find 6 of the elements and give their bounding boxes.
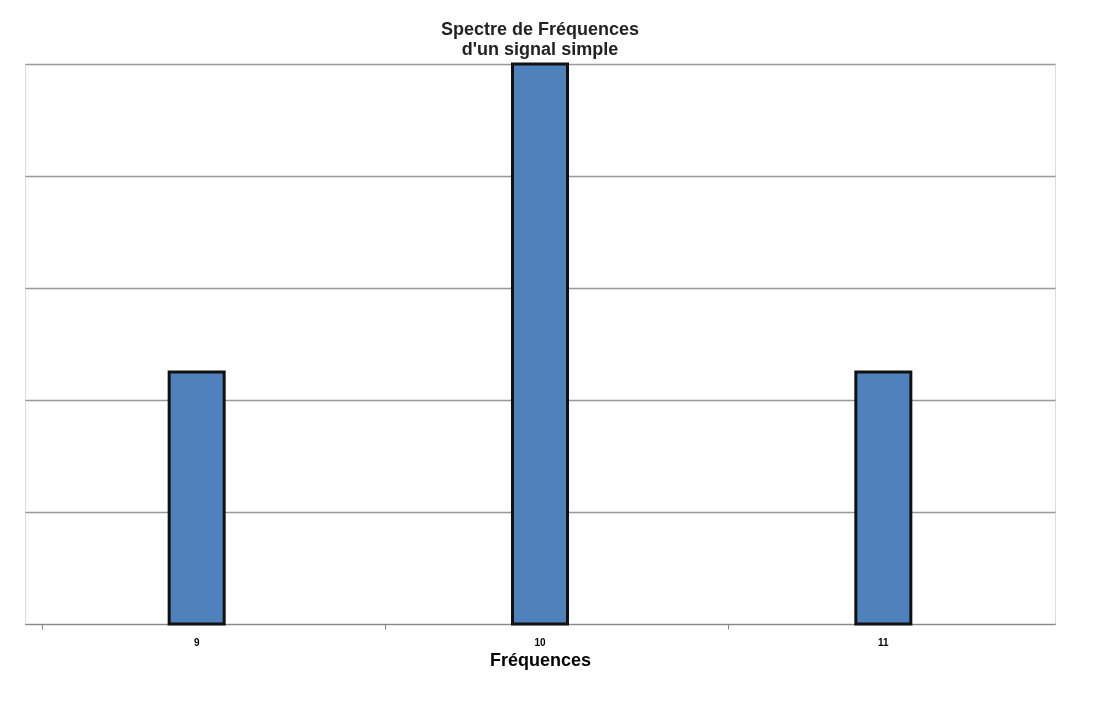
x-tick-label: 11 [878, 636, 890, 648]
x-axis-title: Fréquences [489, 649, 592, 670]
x-tick-label: 10 [534, 636, 546, 648]
text: Spectre de Fréquences [440, 18, 640, 39]
text: d'un signal simple [461, 38, 619, 59]
x-tick-label: 9 [193, 636, 200, 648]
